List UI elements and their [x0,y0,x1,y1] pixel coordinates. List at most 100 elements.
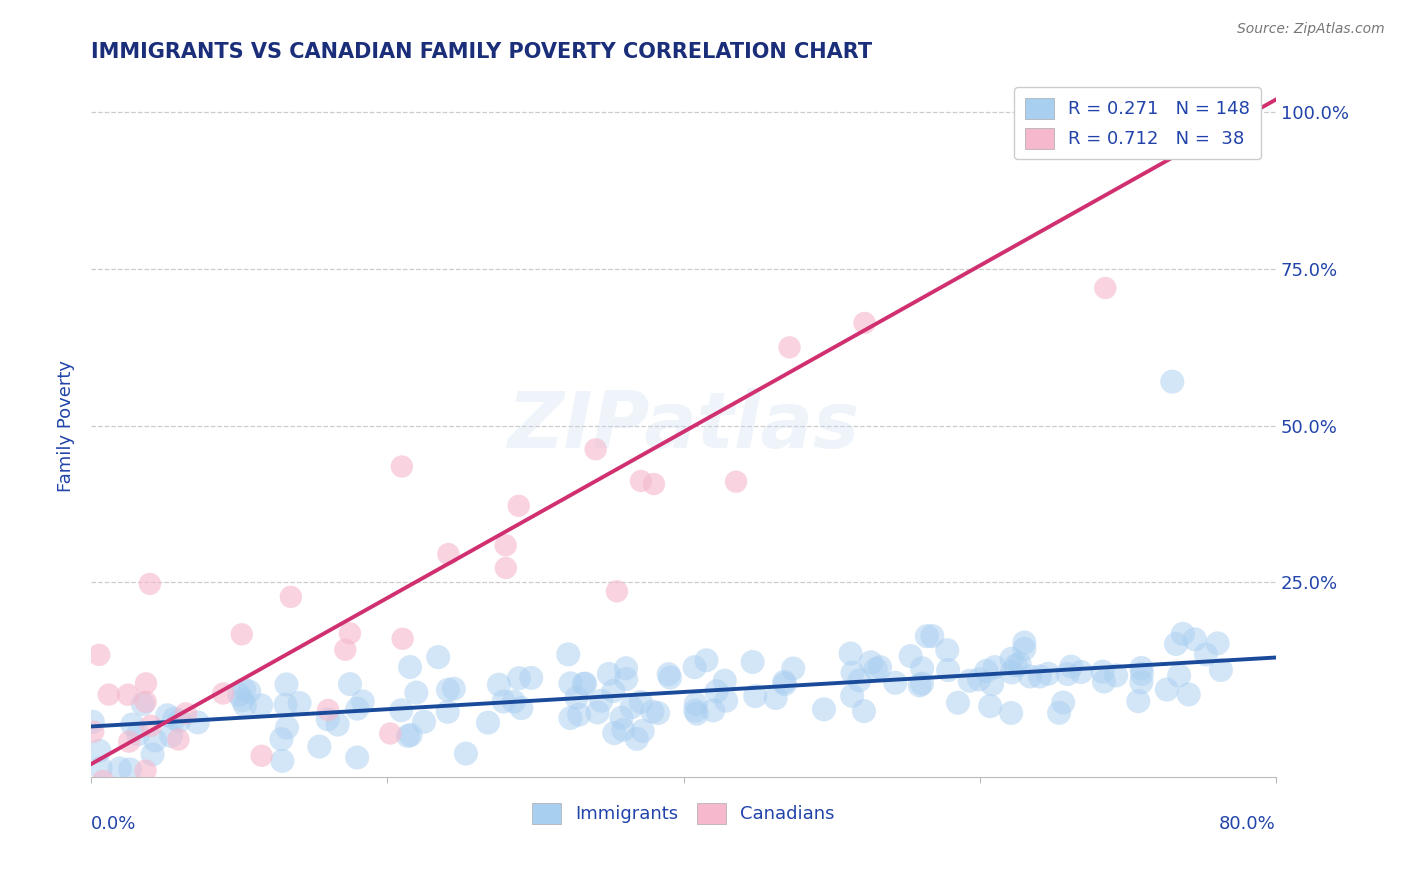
Text: IMMIGRANTS VS CANADIAN FAMILY POVERTY CORRELATION CHART: IMMIGRANTS VS CANADIAN FAMILY POVERTY CO… [91,42,872,62]
Point [233,682,256,697]
Point [560,711,582,725]
Point [91,773,114,788]
Point [967,673,990,687]
Point [869,660,891,674]
Point [250,698,273,713]
Point [97,688,120,702]
Point [1000,706,1022,720]
Point [841,689,863,703]
Point [502,694,524,708]
Point [167,732,190,747]
Point [936,643,959,657]
Legend: Immigrants, Canadians: Immigrants, Canadians [526,796,842,830]
Point [1056,667,1078,681]
Point [614,661,637,675]
Point [1156,682,1178,697]
Point [250,748,273,763]
Point [118,763,141,777]
Point [389,703,412,717]
Point [508,499,530,513]
Point [591,694,613,708]
Point [276,721,298,735]
Text: ZIPatlas: ZIPatlas [508,387,859,464]
Point [911,661,934,675]
Point [436,705,458,719]
Point [495,561,517,575]
Point [706,684,728,698]
Point [626,731,648,746]
Point [135,764,157,778]
Point [630,695,652,709]
Point [1177,687,1199,701]
Point [602,684,624,698]
Point [270,732,292,747]
Y-axis label: Family Poverty: Family Poverty [58,359,75,491]
Point [603,726,626,740]
Point [574,676,596,690]
Point [352,694,374,708]
Point [744,689,766,703]
Point [725,475,748,489]
Point [630,474,652,488]
Point [228,688,250,702]
Point [647,706,669,720]
Point [959,673,981,688]
Point [853,316,876,330]
Point [631,723,654,738]
Point [1029,669,1052,683]
Point [1094,281,1116,295]
Point [142,782,165,797]
Point [884,675,907,690]
Point [308,739,330,754]
Point [288,696,311,710]
Point [520,671,543,685]
Point [335,642,357,657]
Point [437,682,460,697]
Point [339,626,361,640]
Point [702,703,724,717]
Point [405,685,427,699]
Point [685,697,707,711]
Point [813,702,835,716]
Point [974,664,997,678]
Point [1130,675,1153,690]
Point [900,648,922,663]
Point [1008,657,1031,671]
Point [163,712,186,726]
Point [316,712,339,726]
Point [741,655,763,669]
Point [839,647,862,661]
Point [1168,668,1191,682]
Point [134,782,156,797]
Point [139,577,162,591]
Point [492,694,515,708]
Point [127,727,149,741]
Point [391,632,413,646]
Point [231,627,253,641]
Point [773,674,796,689]
Point [1184,632,1206,647]
Text: 0.0%: 0.0% [91,815,136,833]
Point [346,701,368,715]
Point [1105,668,1128,682]
Point [1206,636,1229,650]
Point [921,629,943,643]
Point [1195,648,1218,662]
Point [1128,694,1150,708]
Point [89,744,111,758]
Point [135,676,157,690]
Point [612,723,634,737]
Point [565,690,588,705]
Point [568,707,591,722]
Point [1130,661,1153,675]
Point [339,677,361,691]
Point [614,672,637,686]
Point [413,714,436,729]
Point [233,698,256,713]
Point [659,671,682,685]
Point [82,714,104,729]
Point [495,538,517,552]
Point [779,340,801,354]
Point [908,678,931,692]
Point [641,705,664,719]
